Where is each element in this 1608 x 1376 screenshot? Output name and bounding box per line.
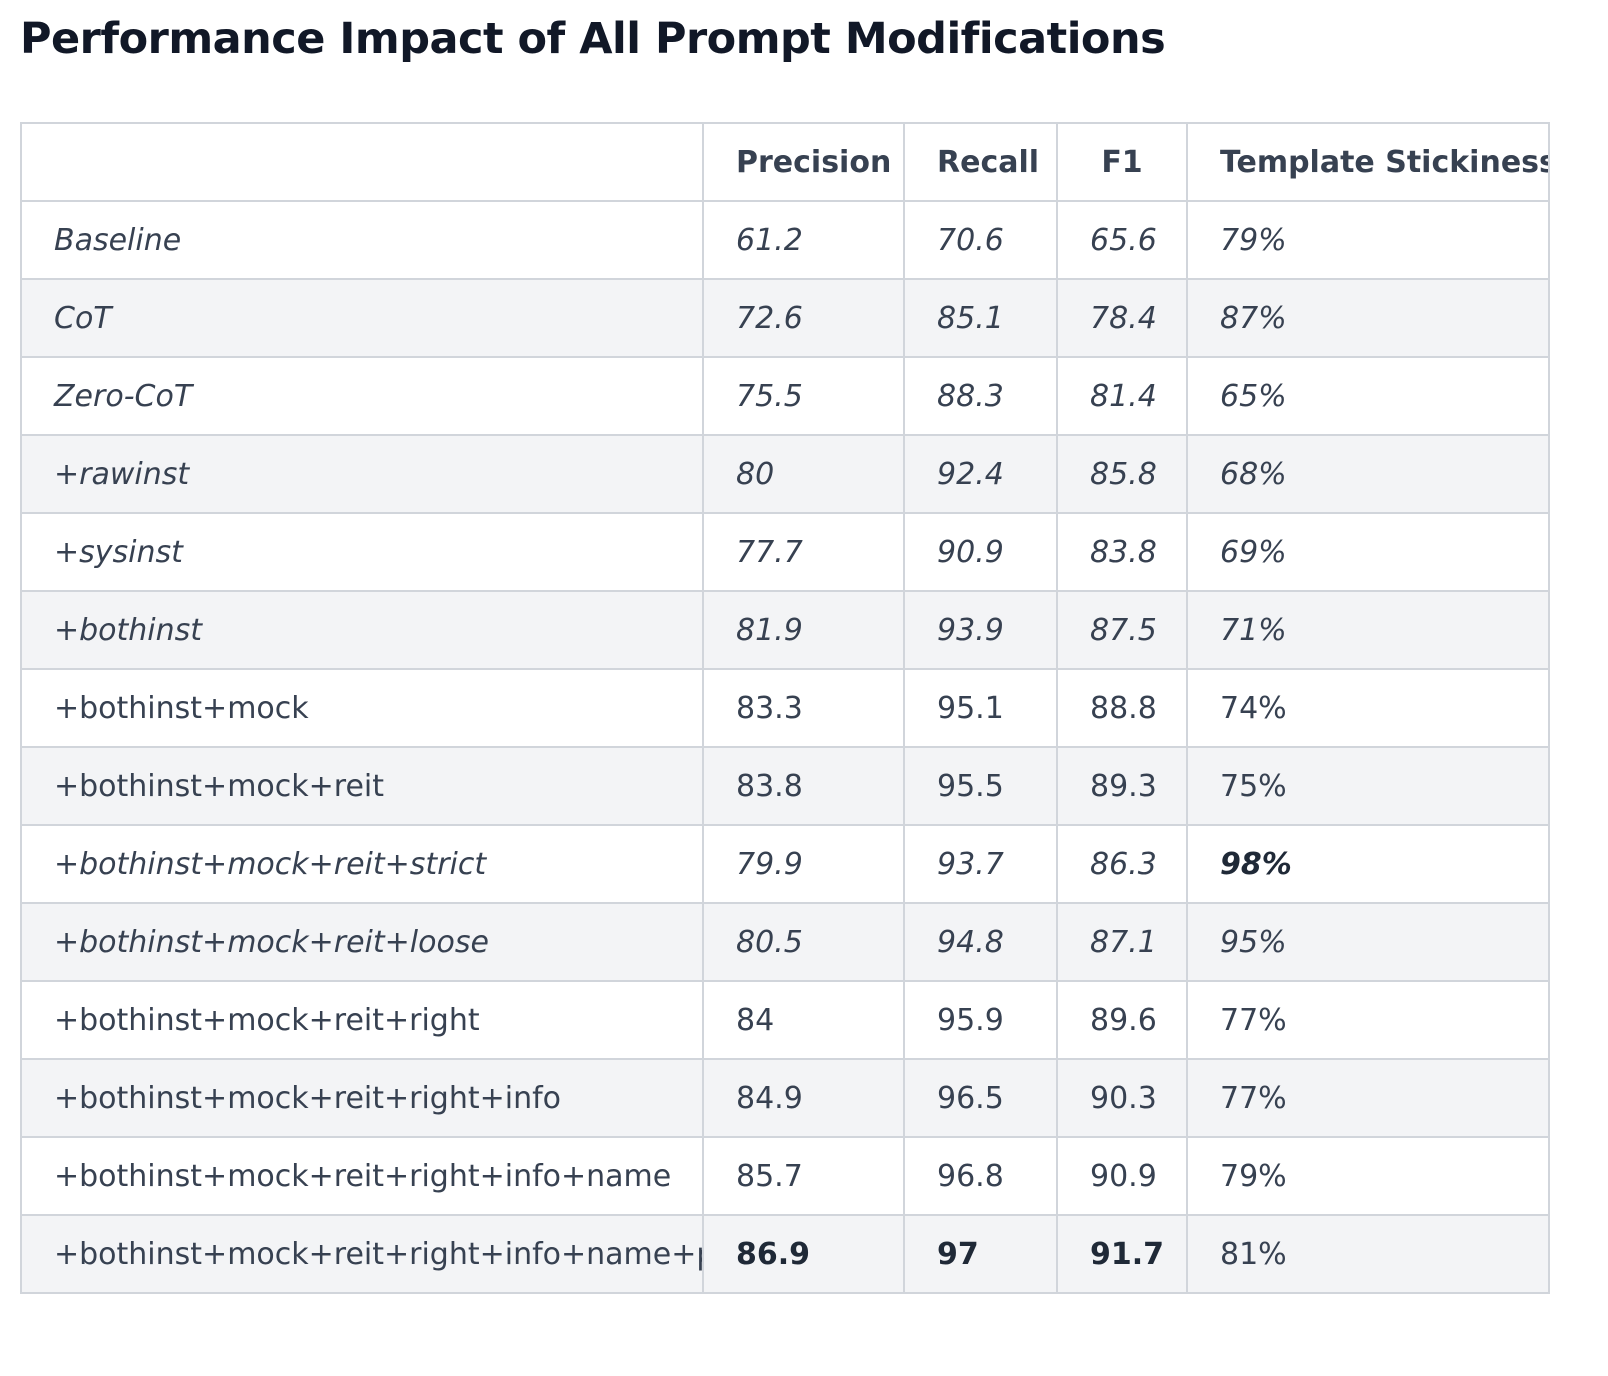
results-table: Precision Recall F1 Template Stickiness … [20,122,1550,1294]
header-cell-recall: Recall [903,122,1058,202]
cell-precision: 75.5 [702,356,905,436]
cell-precision: 86.9 [702,1214,905,1294]
table-row: +rawinst 80 92.4 85.8 68% [20,434,1550,514]
cell-precision: 61.2 [702,200,905,280]
cell-f1: 83.8 [1056,512,1188,592]
cell-template-stickiness: 95% [1186,902,1550,982]
cell-template-stickiness: 75% [1186,746,1550,826]
table-header-row: Precision Recall F1 Template Stickiness [20,122,1550,202]
cell-recall: 96.5 [903,1058,1058,1138]
cell-template-stickiness: 77% [1186,1058,1550,1138]
cell-recall: 96.8 [903,1136,1058,1216]
header-cell-template-stickiness: Template Stickiness [1186,122,1550,202]
cell-recall: 85.1 [903,278,1058,358]
header-cell-precision: Precision [702,122,905,202]
cell-recall: 94.8 [903,902,1058,982]
cell-precision: 80.5 [702,902,905,982]
cell-method: +bothinst+mock+reit [20,746,704,826]
cell-precision: 79.9 [702,824,905,904]
cell-precision: 83.3 [702,668,905,748]
cell-template-stickiness: 69% [1186,512,1550,592]
table-body: Baseline 61.2 70.6 65.6 79% CoT 72.6 85.1 78.4 87… [20,200,1550,1294]
cell-precision: 85.7 [702,1136,905,1216]
cell-recall: 95.1 [903,668,1058,748]
cell-method: +sysinst [20,512,704,592]
cell-template-stickiness: 77% [1186,980,1550,1060]
cell-f1: 85.8 [1056,434,1188,514]
table-row: +bothinst+mock+reit+right+info+name+pos 8… [20,1214,1550,1294]
cell-f1: 88.8 [1056,668,1188,748]
cell-template-stickiness: 79% [1186,1136,1550,1216]
cell-method: +bothinst+mock+reit+strict [20,824,704,904]
cell-recall: 97 [903,1214,1058,1294]
cell-recall: 95.9 [903,980,1058,1060]
cell-precision: 80 [702,434,905,514]
cell-method: +bothinst+mock+reit+right [20,980,704,1060]
cell-method: Zero-CoT [20,356,704,436]
cell-precision: 83.8 [702,746,905,826]
cell-template-stickiness: 65% [1186,356,1550,436]
cell-method: CoT [20,278,704,358]
cell-recall: 70.6 [903,200,1058,280]
cell-f1: 89.6 [1056,980,1188,1060]
cell-precision: 72.6 [702,278,905,358]
cell-f1: 90.9 [1056,1136,1188,1216]
cell-f1: 81.4 [1056,356,1188,436]
table-row: +bothinst+mock+reit+strict 79.9 93.7 86.3 98… [20,824,1550,904]
cell-template-stickiness: 74% [1186,668,1550,748]
table-row: +bothinst 81.9 93.9 87.5 71% [20,590,1550,670]
cell-precision: 84.9 [702,1058,905,1138]
cell-f1: 86.3 [1056,824,1188,904]
cell-method: +rawinst [20,434,704,514]
cell-recall: 92.4 [903,434,1058,514]
cell-f1: 90.3 [1056,1058,1188,1138]
cell-template-stickiness: 68% [1186,434,1550,514]
cell-method: Baseline [20,200,704,280]
table-row: +bothinst+mock 83.3 95.1 88.8 74% [20,668,1550,748]
cell-template-stickiness: 81% [1186,1214,1550,1294]
table-row: CoT 72.6 85.1 78.4 87% [20,278,1550,358]
cell-f1: 87.1 [1056,902,1188,982]
cell-recall: 93.9 [903,590,1058,670]
cell-recall: 90.9 [903,512,1058,592]
header-cell-f1: F1 [1056,122,1188,202]
cell-method: +bothinst+mock [20,668,704,748]
cell-template-stickiness: 71% [1186,590,1550,670]
table-row: +bothinst+mock+reit+right+info+name 85.7 9… [20,1136,1550,1216]
cell-template-stickiness: 79% [1186,200,1550,280]
cell-template-stickiness: 87% [1186,278,1550,358]
cell-method: +bothinst+mock+reit+right+info [20,1058,704,1138]
table-row: +bothinst+mock+reit+loose 80.5 94.8 87.1 95% [20,902,1550,982]
cell-precision: 84 [702,980,905,1060]
cell-f1: 87.5 [1056,590,1188,670]
table-row: +bothinst+mock+reit+right 84 95.9 89.6 77% [20,980,1550,1060]
table-row: Baseline 61.2 70.6 65.6 79% [20,200,1550,280]
header-cell-method [20,122,704,202]
cell-method: +bothinst+mock+reit+right+info+name+pos [20,1214,704,1294]
page-title: Performance Impact of All Prompt Modific… [20,14,1166,64]
cell-f1: 78.4 [1056,278,1188,358]
cell-f1: 65.6 [1056,200,1188,280]
cell-f1: 91.7 [1056,1214,1188,1294]
cell-recall: 88.3 [903,356,1058,436]
table-row: +bothinst+mock+reit+right+info 84.9 96.5 90… [20,1058,1550,1138]
table-row: Zero-CoT 75.5 88.3 81.4 65% [20,356,1550,436]
cell-template-stickiness: 98% [1186,824,1550,904]
table-row: +bothinst+mock+reit 83.8 95.5 89.3 75% [20,746,1550,826]
cell-recall: 95.5 [903,746,1058,826]
cell-f1: 89.3 [1056,746,1188,826]
cell-precision: 81.9 [702,590,905,670]
cell-method: +bothinst+mock+reit+loose [20,902,704,982]
cell-method: +bothinst [20,590,704,670]
cell-recall: 93.7 [903,824,1058,904]
cell-method: +bothinst+mock+reit+right+info+name [20,1136,704,1216]
table-row: +sysinst 77.7 90.9 83.8 69% [20,512,1550,592]
cell-precision: 77.7 [702,512,905,592]
